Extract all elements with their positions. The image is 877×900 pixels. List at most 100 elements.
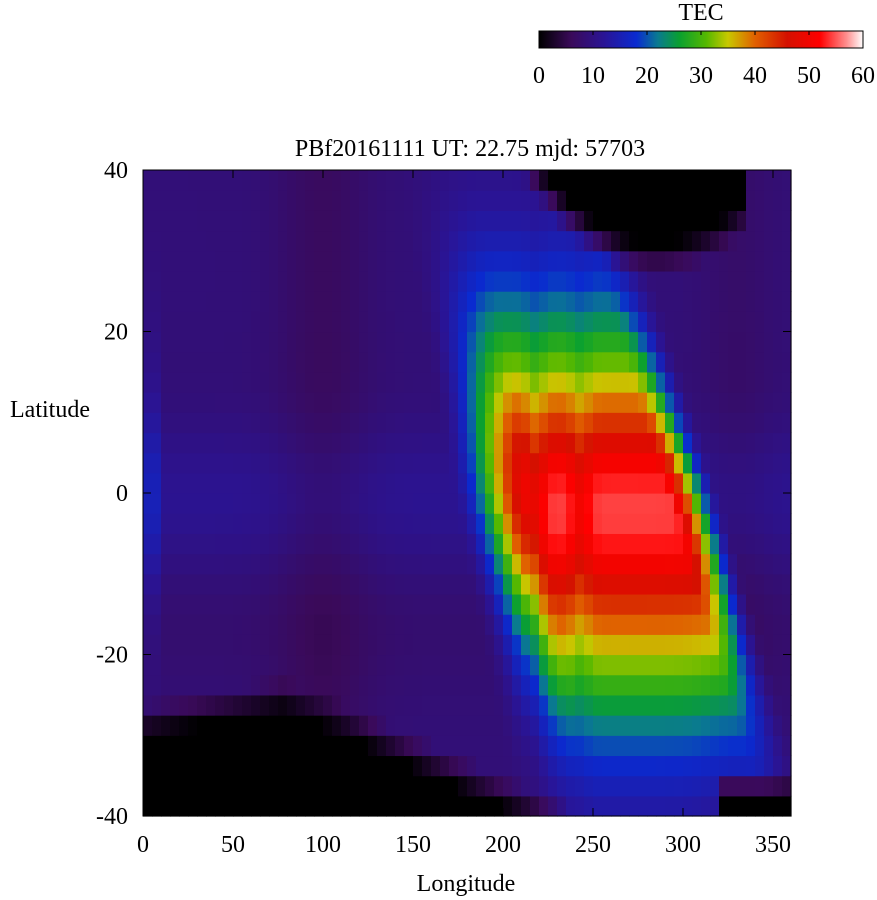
heatmap-cell — [683, 755, 693, 777]
heatmap-cell — [521, 351, 531, 373]
heatmap-cell — [764, 593, 774, 615]
heatmap-cell — [521, 795, 531, 817]
heatmap-cell — [233, 513, 243, 534]
heatmap-cell — [539, 412, 549, 434]
heatmap-cell — [611, 331, 621, 353]
heatmap-cell — [431, 775, 441, 797]
heatmap-cell — [710, 432, 720, 454]
heatmap-cell — [665, 795, 675, 817]
heatmap-cell — [242, 654, 252, 676]
heatmap-cell — [611, 634, 621, 656]
heatmap-cell — [377, 351, 387, 373]
heatmap-cell — [368, 553, 378, 575]
heatmap-cell — [359, 190, 369, 211]
heatmap-cell — [530, 735, 540, 757]
heatmap-cell — [359, 210, 369, 232]
heatmap-cell — [548, 493, 558, 514]
heatmap-cell — [548, 351, 558, 373]
heatmap-cell — [773, 412, 783, 434]
heatmap-cell — [350, 634, 360, 656]
heatmap-cell — [530, 573, 540, 595]
heatmap-cell — [188, 210, 198, 232]
heatmap-cell — [278, 412, 288, 434]
heatmap-cell — [449, 715, 459, 736]
heatmap-cell — [719, 412, 729, 434]
heatmap-cell — [584, 493, 594, 514]
heatmap-cell — [197, 230, 207, 252]
heatmap-cell — [224, 735, 234, 757]
heatmap-cell — [161, 331, 171, 353]
heatmap-cell — [710, 553, 720, 575]
heatmap-cell — [665, 291, 675, 312]
heatmap-cell — [656, 674, 666, 696]
heatmap-cell — [728, 311, 738, 333]
heatmap-cell — [503, 170, 513, 191]
heatmap-cell — [269, 351, 279, 373]
heatmap-cell — [440, 573, 450, 595]
heatmap-cell — [611, 270, 621, 292]
heatmap-cell — [719, 452, 729, 474]
heatmap-cell — [764, 654, 774, 676]
heatmap-cell — [728, 573, 738, 595]
heatmap-cell — [341, 432, 351, 454]
heatmap-cell — [746, 270, 756, 292]
heatmap-cell — [305, 654, 315, 676]
heatmap-cell — [359, 674, 369, 696]
heatmap-cell — [143, 755, 153, 777]
heatmap-cell — [719, 311, 729, 333]
heatmap-cell — [656, 735, 666, 757]
heatmap-cell — [431, 230, 441, 252]
heatmap-cell — [251, 775, 261, 797]
heatmap-cell — [260, 472, 270, 494]
heatmap-cell — [656, 190, 666, 211]
heatmap-cell — [314, 432, 324, 454]
heatmap-cell — [242, 392, 252, 413]
heatmap-cell — [656, 270, 666, 292]
heatmap-cell — [224, 170, 234, 191]
heatmap-cell — [251, 270, 261, 292]
heatmap-cell — [278, 593, 288, 615]
heatmap-cell — [683, 291, 693, 312]
heatmap-cell — [449, 371, 459, 393]
heatmap-cell — [719, 230, 729, 252]
heatmap-cell — [737, 412, 747, 434]
heatmap-cell — [755, 634, 765, 656]
heatmap-cell — [287, 230, 297, 252]
heatmap-cell — [260, 513, 270, 534]
heatmap-cell — [287, 210, 297, 232]
heatmap-cell — [386, 553, 396, 575]
heatmap-cell — [773, 795, 783, 817]
heatmap-cell — [593, 493, 603, 514]
heatmap-cell — [368, 634, 378, 656]
heatmap-cell — [188, 472, 198, 494]
heatmap-cell — [701, 190, 711, 211]
heatmap-cell — [566, 573, 576, 595]
heatmap-cell — [143, 190, 153, 211]
heatmap-cell — [449, 775, 459, 797]
heatmap-cell — [701, 795, 711, 817]
heatmap-cell — [449, 270, 459, 292]
heatmap-cell — [215, 291, 225, 312]
heatmap-cell — [710, 573, 720, 595]
heatmap-cell — [656, 170, 666, 191]
heatmap-cell — [350, 533, 360, 555]
heatmap-cell — [170, 371, 180, 393]
heatmap-cell — [467, 755, 477, 777]
heatmap-cell — [242, 452, 252, 474]
heatmap-cell — [539, 694, 549, 716]
heatmap-cell — [197, 472, 207, 494]
heatmap-cell — [566, 694, 576, 716]
heatmap-cell — [368, 735, 378, 757]
heatmap-cell — [215, 674, 225, 696]
heatmap-cell — [512, 513, 522, 534]
heatmap-cell — [764, 795, 774, 817]
heatmap-cell — [377, 775, 387, 797]
heatmap-cell — [692, 331, 702, 353]
heatmap-cell — [413, 371, 423, 393]
heatmap-cell — [449, 230, 459, 252]
heatmap-cell — [512, 452, 522, 474]
heatmap-cell — [413, 230, 423, 252]
heatmap-cell — [773, 674, 783, 696]
heatmap-cell — [458, 472, 468, 494]
heatmap-cell — [512, 775, 522, 797]
